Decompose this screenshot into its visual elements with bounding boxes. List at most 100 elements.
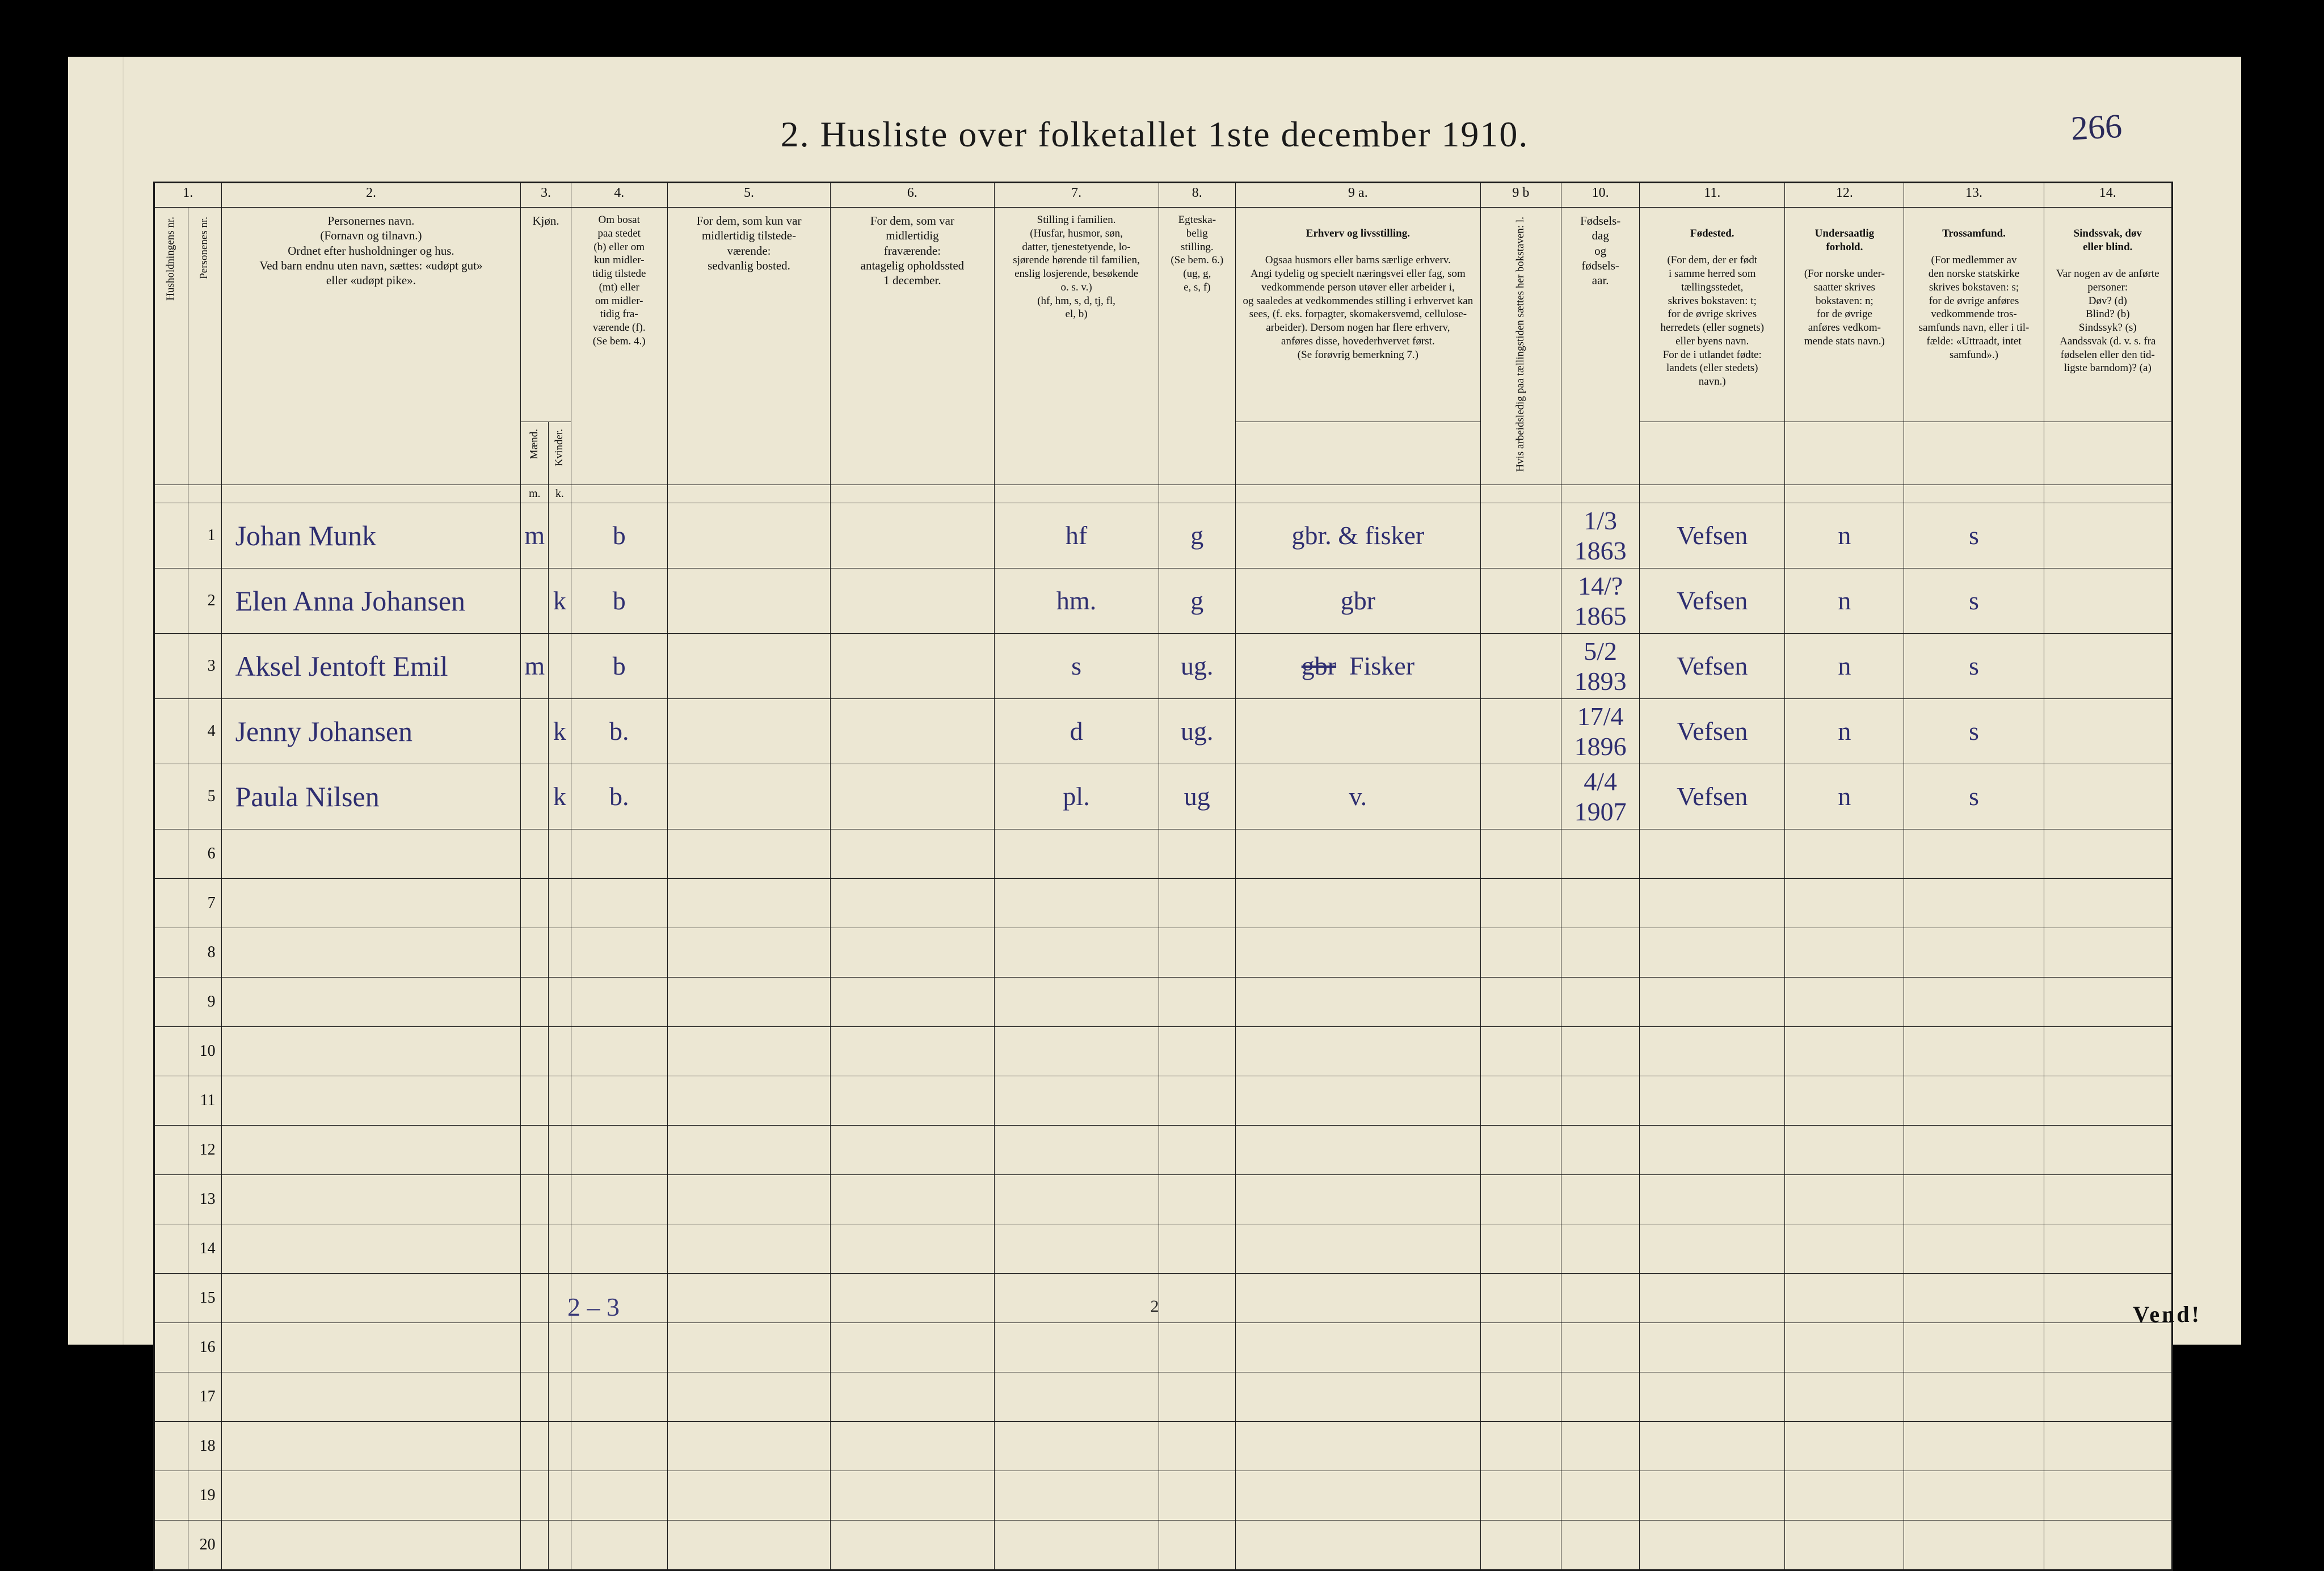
table-header: 1. 2. 3. 4. 5. 6. 7. 8. 9 a. 9 b 10. 11.…	[154, 183, 2173, 503]
row-empty-cell	[1561, 1520, 1640, 1570]
row-empty-cell	[667, 878, 830, 928]
row-empty-cell	[2044, 1322, 2172, 1372]
row-c14	[2044, 633, 2172, 698]
row-empty-cell	[994, 1421, 1159, 1471]
row-empty-cell	[1785, 1372, 1904, 1421]
header-text-row: Husholdningens nr. Personenes nr. Person…	[154, 208, 2173, 422]
vend-label: Vend!	[2133, 1301, 2201, 1328]
row-c9a: gbr	[1236, 568, 1481, 633]
row-empty-cell	[571, 977, 667, 1026]
row-c12: n	[1785, 503, 1904, 568]
table-row: 14	[154, 1224, 2173, 1273]
row-empty-cell	[521, 1471, 549, 1520]
row-empty-cell	[1640, 1076, 1785, 1125]
bottom-handwritten-note: 2 – 3	[567, 1292, 620, 1322]
row-empty-cell	[831, 1471, 994, 1520]
row-empty-cell	[1785, 1471, 1904, 1520]
row-empty-cell	[1561, 878, 1640, 928]
row-empty-cell	[1785, 1174, 1904, 1224]
row-empty-cell	[521, 1520, 549, 1570]
hdr-blank-11	[1640, 485, 1785, 503]
row-empty-cell	[1480, 1076, 1561, 1125]
row-empty-cell	[1904, 1174, 2044, 1224]
row-hushold-nr	[154, 1026, 188, 1076]
row-empty-cell	[1159, 1224, 1235, 1273]
row-c8: ug	[1159, 764, 1235, 829]
row-empty-cell	[1561, 977, 1640, 1026]
row-empty-cell	[1785, 1421, 1904, 1471]
row-empty-cell	[1236, 1421, 1481, 1471]
colnum-11: 11.	[1640, 183, 1785, 208]
colnum-12: 12.	[1785, 183, 1904, 208]
hdr-c12-spacer	[1785, 422, 1904, 485]
row-hushold-nr	[154, 633, 188, 698]
header-mk-row: m. k.	[154, 485, 2173, 503]
row-empty-cell	[571, 928, 667, 977]
row-hushold-nr	[154, 1421, 188, 1471]
row-empty-cell	[1785, 1026, 1904, 1076]
colnum-4: 4.	[571, 183, 667, 208]
row-empty-cell	[221, 1471, 521, 1520]
hdr-c2: Personernes navn. (Fornavn og tilnavn.) …	[221, 208, 521, 485]
hdr-c9b: Hvis arbeidsledig paa tællingstiden sætt…	[1480, 208, 1561, 485]
row-empty-cell	[1785, 977, 1904, 1026]
page-title: 2. Husliste over folketallet 1ste decemb…	[68, 113, 2241, 155]
row-empty-cell	[1640, 1520, 1785, 1570]
row-person-nr: 12	[188, 1125, 221, 1174]
hdr-c11-body: (For dem, der er født i samme herred som…	[1660, 254, 1764, 388]
hdr-c1a-label: Husholdningens nr.	[165, 213, 177, 304]
row-empty-cell	[2044, 1174, 2172, 1224]
row-empty-cell	[521, 1372, 549, 1421]
row-empty-cell	[549, 1174, 571, 1224]
row-c5	[667, 568, 830, 633]
row-hushold-nr	[154, 1174, 188, 1224]
row-c10: 17/4 1896	[1561, 698, 1640, 764]
row-empty-cell	[1785, 1125, 1904, 1174]
hdr-blank-14	[2044, 485, 2172, 503]
row-empty-cell	[221, 1322, 521, 1372]
hdr-c1b: Personenes nr.	[188, 208, 221, 485]
row-empty-cell	[571, 1471, 667, 1520]
hdr-c9a-body: Ogsaa husmors eller barns særlige erhver…	[1243, 254, 1473, 360]
row-empty-cell	[667, 1372, 830, 1421]
row-c9a: gbr Fisker	[1236, 633, 1481, 698]
hdr-c9a-spacer	[1236, 422, 1481, 485]
row-c6	[831, 698, 994, 764]
row-empty-cell	[549, 1372, 571, 1421]
row-empty-cell	[521, 1322, 549, 1372]
row-empty-cell	[521, 1076, 549, 1125]
row-empty-cell	[1904, 1372, 2044, 1421]
row-empty-cell	[2044, 1076, 2172, 1125]
table-row: 17	[154, 1372, 2173, 1421]
row-empty-cell	[1640, 1421, 1785, 1471]
row-kjon-m	[521, 764, 549, 829]
row-kjon-k	[549, 503, 571, 568]
row-empty-cell	[667, 1125, 830, 1174]
row-hushold-nr	[154, 928, 188, 977]
colnum-1: 1.	[154, 183, 222, 208]
row-empty-cell	[571, 1076, 667, 1125]
row-empty-cell	[1236, 1174, 1481, 1224]
table-row: 9	[154, 977, 2173, 1026]
table-row: 4Jenny Johansenkb.dug.17/4 1896Vefsenns	[154, 698, 2173, 764]
row-person-nr: 2	[188, 568, 221, 633]
row-person-nr: 19	[188, 1471, 221, 1520]
row-empty-cell	[831, 878, 994, 928]
row-empty-cell	[571, 1224, 667, 1273]
row-person-nr: 4	[188, 698, 221, 764]
row-c14	[2044, 503, 2172, 568]
page-number-handwritten: 266	[2070, 107, 2123, 149]
row-c6	[831, 503, 994, 568]
scan-background: 2. Husliste over folketallet 1ste decemb…	[51, 45, 2273, 1383]
row-empty-cell	[549, 1026, 571, 1076]
row-empty-cell	[2044, 1520, 2172, 1570]
row-hushold-nr	[154, 1322, 188, 1372]
row-empty-cell	[1640, 1322, 1785, 1372]
row-empty-cell	[521, 1174, 549, 1224]
row-empty-cell	[1159, 878, 1235, 928]
row-empty-cell	[831, 928, 994, 977]
row-empty-cell	[1480, 878, 1561, 928]
row-empty-cell	[521, 1273, 549, 1322]
row-name: Aksel Jentoft Emil	[221, 633, 521, 698]
row-empty-cell	[1236, 829, 1481, 878]
